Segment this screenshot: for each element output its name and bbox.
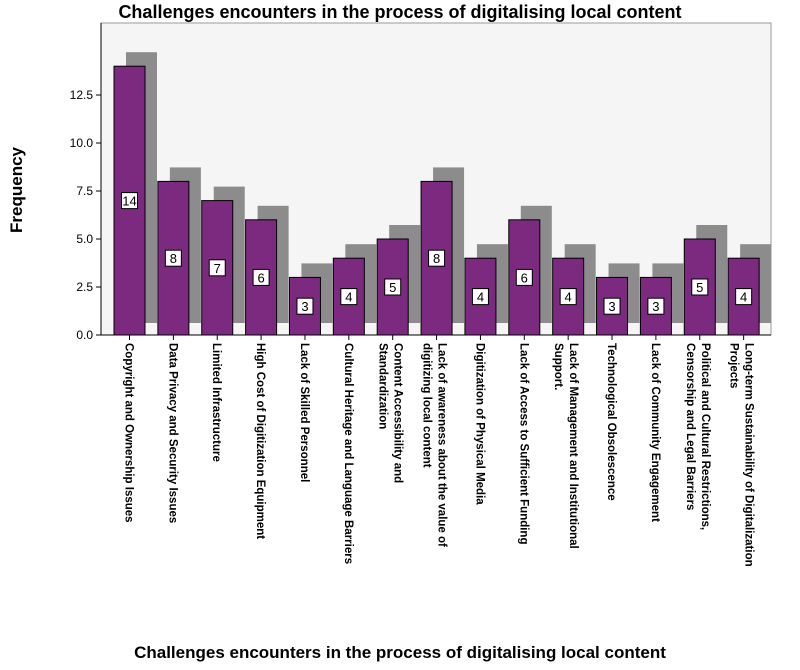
x-tick-label-line: Technological Obsolescence — [605, 343, 617, 501]
x-tick-label-line: Censorship and Legal Barriers — [684, 343, 696, 510]
x-tick-label: Lack of Skilled Personnel — [298, 343, 310, 482]
data-label-text: 3 — [652, 299, 659, 314]
data-label-text: 4 — [565, 290, 572, 305]
data-label: 6 — [516, 269, 532, 285]
x-tick-label: Cultural Heritage and Language Barriers — [342, 343, 354, 564]
data-label: 8 — [165, 250, 181, 266]
data-label-text: 8 — [170, 251, 177, 266]
y-axis-title: Frequency — [7, 146, 26, 233]
data-label: 3 — [604, 298, 620, 314]
data-label: 4 — [341, 289, 357, 305]
data-label-text: 5 — [696, 280, 703, 295]
data-label-text: 4 — [477, 290, 484, 305]
x-tick-label: High Cost of Digitization Equipment — [254, 343, 266, 539]
data-label-text: 8 — [433, 251, 440, 266]
data-label: 8 — [429, 250, 445, 266]
x-tick-label-line: Limited Infrastructure — [210, 343, 222, 462]
y-tick-label: 12.5 — [70, 88, 94, 102]
data-label: 3 — [648, 298, 664, 314]
data-label-text: 4 — [740, 290, 747, 305]
data-label: 5 — [692, 279, 708, 295]
x-tick-label-line: Political and Cultural Restrictions, — [699, 343, 711, 530]
x-tick-label: Copyright and Ownership Issues — [123, 343, 135, 523]
y-tick-label: 0.0 — [76, 328, 93, 342]
x-tick-label: Digitization of Physical Media — [473, 343, 485, 505]
data-label: 6 — [253, 269, 269, 285]
data-label: 4 — [472, 289, 488, 305]
y-tick-label: 10.0 — [70, 136, 94, 150]
data-label: 7 — [209, 260, 225, 276]
x-tick-label-line: Projects — [728, 343, 740, 388]
x-tick-label-line: Lack of awareness about the value of — [436, 343, 448, 547]
data-label-text: 5 — [389, 280, 396, 295]
x-tick-label-line: Lack of Access to Sufficient Funding — [517, 343, 529, 545]
x-tick-label: Lack of awareness about the value ofdigi… — [421, 343, 448, 547]
x-tick-label: Technological Obsolescence — [605, 343, 617, 501]
x-tick-label-line: Digitization of Physical Media — [473, 343, 485, 505]
data-label: 4 — [560, 289, 576, 305]
x-tick-label: Lack of Access to Sufficient Funding — [517, 343, 529, 545]
x-tick-label-line: digitizing local content — [421, 343, 433, 468]
data-label: 14 — [122, 193, 138, 209]
x-tick-label: Lack of Management and InstitutionalSupp… — [552, 343, 579, 549]
data-label-text: 6 — [257, 270, 264, 285]
x-tick-label: Long-term Sustainability of Digitalizati… — [728, 343, 755, 567]
data-label-text: 4 — [345, 290, 352, 305]
bar-chart: 14 8 7 6 3 4 5 8 4 6 4 3 3 5 4 0.0 2.5 5.0 7.5 10.0 12.5 Co… — [0, 0, 800, 640]
data-label: 5 — [385, 279, 401, 295]
data-label-text: 6 — [521, 270, 528, 285]
y-tick-label: 2.5 — [76, 280, 93, 294]
x-axis-title: Challenges encounters in the process of … — [0, 643, 800, 663]
data-label-text: 14 — [122, 194, 136, 209]
x-tick-label-line: Lack of Community Engagement — [649, 343, 661, 522]
x-tick-label-line: Content Accessibility and — [392, 343, 404, 483]
data-label-text: 7 — [214, 261, 221, 276]
x-tick-label: Data Privacy and Security Issues — [166, 343, 178, 523]
x-tick-label: Content Accessibility andStandardization — [377, 343, 404, 483]
x-tick-label-line: Lack of Management and Institutional — [567, 343, 579, 549]
x-axis-ticks: Copyright and Ownership Issues Data Priva… — [123, 335, 755, 567]
x-tick-label: Political and Cultural Restrictions,Cens… — [684, 343, 711, 530]
x-tick-label-line: Lack of Skilled Personnel — [298, 343, 310, 482]
data-label-text: 3 — [301, 299, 308, 314]
data-label: 4 — [736, 289, 752, 305]
x-tick-label-line: Standardization — [377, 343, 389, 429]
data-label: 3 — [297, 298, 313, 314]
data-label-text: 3 — [608, 299, 615, 314]
x-tick-label-line: Long-term Sustainability of Digitalizati… — [743, 343, 755, 567]
x-tick-label: Lack of Community Engagement — [649, 343, 661, 522]
x-tick-label-line: Cultural Heritage and Language Barriers — [342, 343, 354, 564]
x-tick-label-line: Data Privacy and Security Issues — [166, 343, 178, 523]
y-tick-label: 5.0 — [76, 232, 93, 246]
y-axis-ticks: 0.0 2.5 5.0 7.5 10.0 12.5 — [70, 88, 101, 342]
x-tick-label-line: Support. — [552, 343, 564, 390]
x-tick-label-line: Copyright and Ownership Issues — [123, 343, 135, 523]
y-tick-label: 7.5 — [76, 184, 93, 198]
x-tick-label: Limited Infrastructure — [210, 343, 222, 462]
x-tick-label-line: High Cost of Digitization Equipment — [254, 343, 266, 539]
